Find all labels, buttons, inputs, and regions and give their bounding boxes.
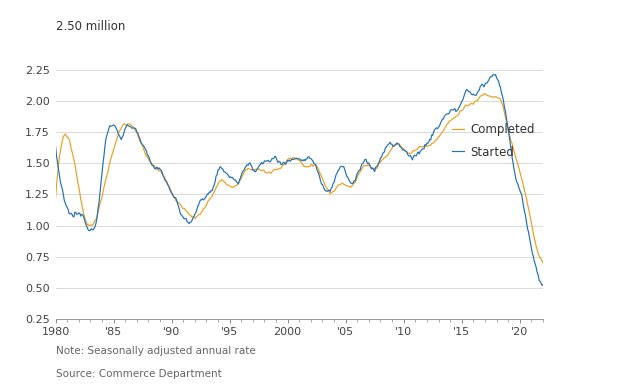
Line: Started: Started xyxy=(56,74,617,286)
Completed xyxy=(481,91,489,96)
Completed xyxy=(508,141,516,145)
Completed xyxy=(52,196,59,201)
Started xyxy=(492,72,499,77)
Line: Completed: Completed xyxy=(56,94,617,274)
Completed xyxy=(423,144,431,149)
Started xyxy=(321,187,328,192)
Started xyxy=(52,144,59,148)
Completed xyxy=(321,181,328,186)
Text: Note: Seasonally adjusted annual rate: Note: Seasonally adjusted annual rate xyxy=(56,346,255,356)
Started xyxy=(538,283,545,288)
Text: Source: Commerce Department: Source: Commerce Department xyxy=(56,369,222,379)
Legend: Completed, Started: Completed, Started xyxy=(452,123,534,159)
Started xyxy=(423,141,431,145)
Started xyxy=(508,154,516,159)
Completed xyxy=(554,272,561,277)
Text: 2.50 million: 2.50 million xyxy=(56,20,125,33)
